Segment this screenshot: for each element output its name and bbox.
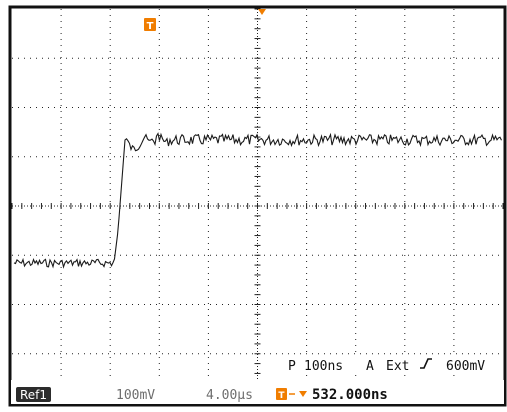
trigger-settings-readout: P 100ns A Ext 600mV [280,356,502,374]
reference-label: Ref1 [20,388,47,402]
timebase-value: 100ns [304,359,343,374]
ref-badge[interactable] [16,387,51,402]
record-time: 4.00µs [206,388,253,403]
trigger-source: Ext [386,359,409,374]
status-bar: Ref1 100mV 4.00µs T 532.000ns [11,380,504,404]
a-label: A [366,359,374,374]
p-label: P [288,359,296,374]
graticule [11,8,504,403]
trigger-level-marker-icon [258,9,266,15]
svg-text:T: T [278,391,285,401]
display-frame [8,5,507,407]
volts-per-div: 100mV [116,388,155,403]
trigger-marker-label: T [147,21,154,32]
waveform-trace [13,132,502,269]
trigger-position-marker[interactable]: T [144,18,156,32]
trigger-level: 600mV [446,359,485,374]
trigger-position: 532.000ns [312,387,388,403]
rising-edge-icon [420,358,432,369]
trigger-offset-icon: T [276,388,307,401]
